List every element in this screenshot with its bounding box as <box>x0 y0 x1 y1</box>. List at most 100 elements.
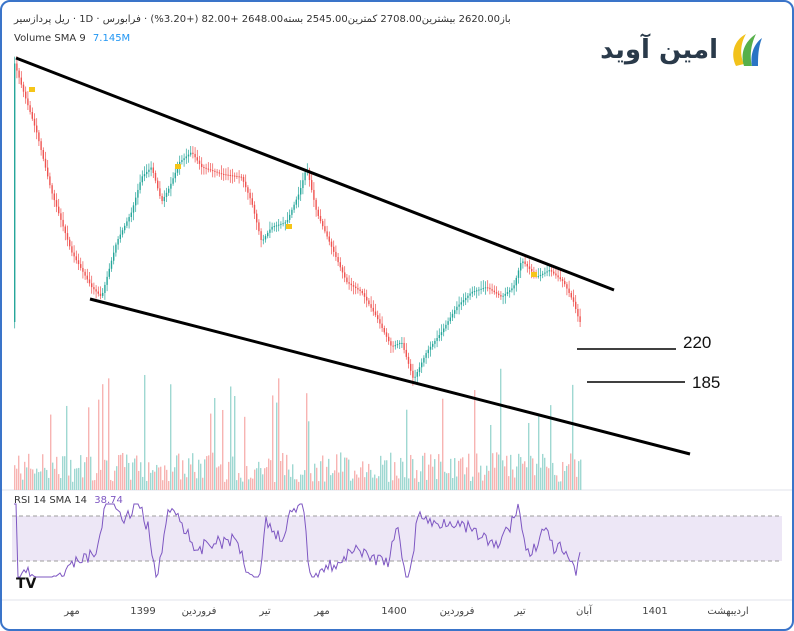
volume-bar <box>28 453 30 490</box>
candle <box>394 345 396 347</box>
volume-bar <box>294 479 296 490</box>
volume-bar <box>74 468 76 490</box>
candle <box>337 257 339 263</box>
candle <box>363 293 366 297</box>
volume-bar <box>244 416 246 490</box>
candle <box>152 167 154 173</box>
candle <box>346 277 348 283</box>
timeframe-label[interactable]: 1D <box>79 14 94 25</box>
volume-bar <box>430 454 432 490</box>
volume-bar <box>144 374 146 490</box>
volume-bar <box>118 455 120 490</box>
volume-bar <box>462 457 464 490</box>
candle <box>29 105 31 112</box>
candle <box>86 275 88 280</box>
volume-bar <box>16 468 18 490</box>
rsi-indicator-label[interactable]: RSI 14 SMA 14 38.74 <box>14 495 123 506</box>
candle <box>99 293 102 296</box>
candle <box>445 324 447 329</box>
volume-bar <box>134 458 136 490</box>
candle <box>218 172 220 174</box>
candle <box>106 276 108 285</box>
candle <box>308 170 311 181</box>
symbol-label[interactable]: ریل پردازسیر <box>14 14 70 25</box>
volume-bar <box>196 478 198 490</box>
volume-bar <box>376 478 378 490</box>
volume-bar <box>278 378 280 490</box>
brand-logo: امین آوید <box>600 28 764 72</box>
volume-bar <box>132 462 134 490</box>
volume-bar <box>418 481 420 490</box>
volume-bar <box>436 479 438 490</box>
volume-bar <box>138 470 140 490</box>
volume-bar <box>290 476 292 490</box>
event-marker <box>175 164 181 169</box>
volume-bar <box>338 472 340 490</box>
candle <box>31 112 33 119</box>
candle <box>515 277 517 286</box>
volume-bar <box>32 469 34 490</box>
volume-bar <box>504 466 506 490</box>
candle <box>159 188 161 197</box>
volume-bar <box>174 467 176 490</box>
candle <box>60 213 62 220</box>
candle <box>192 152 194 154</box>
volume-bar <box>490 424 492 490</box>
candle <box>495 292 498 294</box>
candle <box>203 167 205 169</box>
candle <box>44 158 47 168</box>
volume-bar <box>422 455 424 490</box>
candle <box>104 284 106 293</box>
volume-bar <box>526 467 528 490</box>
candle <box>275 225 278 227</box>
candle <box>22 84 25 92</box>
volume-bar <box>562 461 564 490</box>
volume-bar <box>120 454 122 490</box>
volume-bar <box>270 460 272 490</box>
volume-bar <box>322 455 324 490</box>
candle <box>577 309 579 317</box>
candle <box>561 279 564 282</box>
candle <box>245 181 247 188</box>
candle <box>183 158 185 161</box>
volume-bar <box>532 458 534 490</box>
candle <box>205 167 207 169</box>
candle <box>418 367 421 373</box>
candle <box>137 189 139 198</box>
candle <box>185 156 187 159</box>
candle <box>143 174 146 177</box>
candle <box>201 163 203 168</box>
candle <box>454 310 456 314</box>
volume-bar <box>528 422 530 490</box>
candle <box>132 205 135 213</box>
candle <box>319 215 322 222</box>
volume-bar <box>232 456 234 490</box>
candle <box>91 283 93 288</box>
volume-bar <box>106 460 108 490</box>
candle <box>341 267 344 273</box>
volume-bar <box>452 477 454 490</box>
candle <box>484 287 487 289</box>
volume-bar <box>486 465 488 490</box>
candle <box>82 267 84 272</box>
volume-indicator-label[interactable]: Volume SMA 9 7.145M <box>14 33 130 44</box>
candle <box>392 345 394 347</box>
candle <box>289 214 291 220</box>
candle <box>214 170 216 172</box>
volume-bar <box>448 473 450 490</box>
volume-bar <box>90 456 92 490</box>
candle <box>383 328 385 333</box>
candle <box>566 284 568 289</box>
volume-bar <box>126 454 128 490</box>
volume-bar <box>78 467 80 490</box>
candle <box>322 221 324 227</box>
volume-bar <box>40 471 42 490</box>
candle <box>36 125 38 133</box>
candle <box>77 260 80 265</box>
volume-bar <box>476 453 478 490</box>
volume-bar <box>18 455 20 490</box>
volume-bar <box>212 452 214 490</box>
candle <box>537 276 539 278</box>
volume-bar <box>566 465 568 490</box>
